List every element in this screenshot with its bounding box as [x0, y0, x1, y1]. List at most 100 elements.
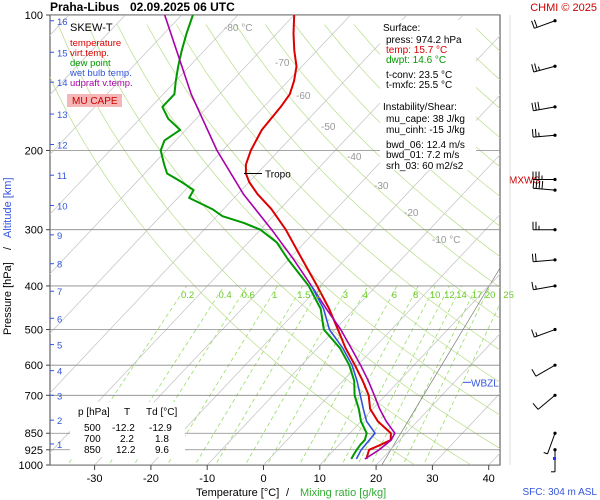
altitude-tick-label: 16 [57, 17, 68, 28]
pressure-tick-label: 500 [25, 325, 43, 337]
wind-barb-flag [533, 19, 538, 28]
table-cell: 1.8 [155, 434, 169, 445]
isotherm [50, 15, 408, 394]
dry-adiabat [561, 25, 600, 475]
isotherm [319, 273, 500, 465]
wind-barb-station [553, 393, 557, 397]
legend-entry: virt.temp. [70, 48, 109, 59]
x-axis-label: Temperature [°C] [196, 487, 279, 499]
wind-barb-flag [531, 20, 535, 29]
table-header: p [hPa] [78, 407, 110, 418]
dry-adiabat [176, 24, 500, 351]
mixing-ratio-line [387, 285, 478, 465]
x-tick-label: -20 [143, 473, 159, 485]
wind-barb-flag [531, 102, 534, 111]
wind-barb-flag [531, 368, 537, 377]
mixing-ratio-label: 4 [363, 290, 368, 301]
wind-barb-flag [531, 329, 535, 338]
wind-barb-flag [532, 402, 539, 410]
isotherm-label: -30 [374, 181, 389, 192]
altitude-tick-label: 7 [57, 287, 62, 298]
wind-barb-station [553, 133, 557, 137]
isotherm [50, 15, 295, 275]
instability-row: bwd_01: 7.2 m/s [386, 150, 459, 161]
wind-barb-flag [534, 128, 537, 137]
instability-row: bwd_06: 12.4 m/s [386, 140, 465, 151]
altitude-tick-label: 13 [57, 110, 68, 121]
altitude-tick-label: 10 [57, 201, 68, 212]
wind-barbs [509, 15, 557, 473]
wind-barb-station [553, 448, 557, 452]
mixing-ratio-label: 6 [392, 290, 397, 301]
isotherm [50, 15, 239, 215]
altitude-tick-label: 9 [57, 231, 62, 242]
table-cell: 500 [84, 423, 101, 434]
wind-barb-station [553, 228, 557, 232]
isotherm-label: -60 [296, 91, 311, 102]
series-udpraft-v-temp- [163, 15, 396, 460]
wind-barb-station [553, 64, 557, 68]
mixing-ratio-line [298, 285, 398, 465]
pressure-tick-label: 200 [25, 145, 43, 157]
x-tick-label: 20 [370, 473, 382, 485]
wind-barb-flag [534, 102, 537, 111]
instability-title: Instability/Shear: [383, 102, 457, 113]
skewt-label: SKEW-T [70, 22, 113, 34]
y-axis-separator: / [2, 246, 14, 250]
altitude-tick-label: 8 [57, 260, 62, 271]
dry-adiabat [50, 76, 416, 465]
wind-barb-staff [547, 433, 556, 455]
y-axis-title: Pressure [hPa] / Altitude [km] [2, 177, 14, 335]
isotherm [150, 94, 500, 465]
wind-barb-station [553, 363, 557, 367]
pressure-tick-label: 100 [25, 10, 43, 22]
mixing-ratio-label: 2 [316, 290, 321, 301]
wind-barb-flag [535, 285, 537, 290]
wind-barb-staff [533, 187, 556, 191]
wind-barb-staff [537, 394, 556, 410]
series-wet-bulb-temp- [310, 285, 376, 460]
isotherm-label: -40 [347, 152, 362, 163]
datetime-title: 02.09.2025 06 UTC [130, 0, 235, 14]
mixing-ratio-label: 8 [413, 290, 418, 301]
dry-adiabat [264, 24, 500, 258]
surface-temp: temp: 15.7 °C [386, 45, 447, 56]
x-tick-label: 30 [426, 473, 438, 485]
reference-line [381, 267, 500, 465]
wind-barb-flag [534, 63, 538, 72]
surface-press: press: 974.2 hPa [386, 35, 462, 46]
dry-adiabat [116, 24, 500, 416]
altitude-tick-label: 4 [57, 367, 62, 378]
mixing-ratio-label: 3 [343, 290, 348, 301]
mixing-ratio-line [356, 285, 450, 465]
wind-barb-flag [532, 180, 535, 189]
wind-barb-flag [543, 452, 548, 455]
wind-barb-flag [531, 129, 534, 138]
surface-title: Surface: [383, 23, 420, 34]
wind-barb-station [553, 327, 557, 332]
wbzl-label: WBZL [471, 378, 499, 389]
wind-barb-station [553, 105, 557, 109]
wind-barb-staff [533, 106, 556, 112]
isotherm [50, 15, 182, 155]
instability-row: srh_03: 60 m2/s2 [386, 161, 464, 172]
wind-barb-staff [535, 364, 556, 377]
legend-entry: temperature [70, 38, 121, 49]
surface-info: Surface: press: 974.2 hPa temp: 15.7 °C … [383, 23, 465, 172]
pressure-tick-label: 400 [25, 281, 43, 293]
wind-barb-flag [531, 253, 534, 262]
isotherm-label: -10 °C [432, 235, 460, 246]
table-cell: -12.2 [112, 423, 135, 434]
mixing-ratio-label: 20 [485, 290, 496, 301]
isotherm [0, 15, 13, 465]
altitude-tick-label: 11 [57, 171, 67, 182]
table-cell: 12.2 [116, 445, 136, 456]
mu-cape-badge: MU CAPE [72, 96, 118, 107]
wind-barb-flag [531, 64, 535, 73]
profile-curves [159, 15, 396, 460]
altitude-tick-label: 3 [57, 391, 62, 402]
wind-barb-flag [531, 281, 534, 290]
pressure-tick-label: 600 [25, 360, 43, 372]
